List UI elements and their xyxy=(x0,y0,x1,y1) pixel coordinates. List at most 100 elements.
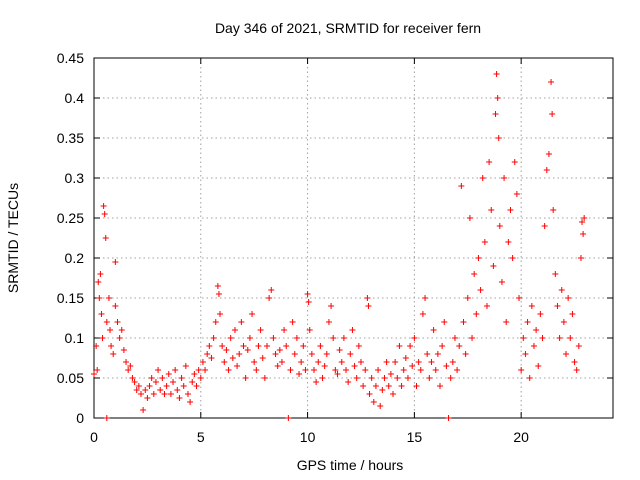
data-point xyxy=(249,311,256,317)
data-point xyxy=(225,367,232,373)
data-point xyxy=(170,379,177,385)
data-point xyxy=(159,375,166,381)
data-point xyxy=(144,395,151,401)
data-point xyxy=(108,343,115,349)
data-point xyxy=(402,355,409,361)
data-point xyxy=(152,379,159,385)
data-point xyxy=(462,351,469,357)
data-point xyxy=(103,415,110,421)
data-point xyxy=(552,271,559,277)
y-tick-label: 0.25 xyxy=(57,210,84,226)
data-point xyxy=(392,359,399,365)
data-point xyxy=(238,319,245,325)
data-point xyxy=(125,367,132,373)
data-point xyxy=(477,287,484,293)
data-point xyxy=(381,375,388,381)
data-point xyxy=(524,319,531,325)
data-point xyxy=(93,343,100,349)
data-point xyxy=(493,71,500,77)
data-point xyxy=(251,359,258,365)
data-point xyxy=(426,375,433,381)
data-point xyxy=(516,295,523,301)
data-point xyxy=(103,319,110,325)
data-point xyxy=(387,371,394,377)
data-point xyxy=(227,335,234,341)
data-point xyxy=(565,295,572,301)
data-point xyxy=(191,371,198,377)
data-point xyxy=(129,375,136,381)
data-point xyxy=(310,367,317,373)
data-point xyxy=(464,295,471,301)
data-point xyxy=(366,391,373,397)
data-point xyxy=(407,343,414,349)
data-point xyxy=(569,311,576,317)
data-point xyxy=(172,367,179,373)
data-point xyxy=(545,151,552,157)
data-point xyxy=(563,351,570,357)
data-point xyxy=(197,375,204,381)
y-tick-label: 0.45 xyxy=(57,50,84,66)
data-point xyxy=(319,375,326,381)
data-point xyxy=(214,283,221,289)
data-point xyxy=(234,363,241,369)
data-point xyxy=(101,211,108,217)
data-point xyxy=(330,335,337,341)
data-point xyxy=(430,327,437,333)
data-point xyxy=(454,367,461,373)
data-point xyxy=(411,335,418,341)
data-point xyxy=(415,359,422,365)
data-point xyxy=(300,343,307,349)
x-tick-label: 15 xyxy=(407,429,423,445)
data-point xyxy=(293,335,300,341)
grid-lines xyxy=(94,58,613,418)
data-point xyxy=(110,351,117,357)
data-point xyxy=(157,387,164,393)
data-point xyxy=(543,167,550,173)
x-tick-label: 5 xyxy=(197,429,205,445)
y-tick-label: 0.4 xyxy=(65,90,85,106)
data-point xyxy=(306,327,313,333)
data-point xyxy=(261,375,268,381)
data-point xyxy=(511,159,518,165)
data-point xyxy=(102,235,109,241)
data-point xyxy=(404,375,411,381)
data-point xyxy=(428,359,435,365)
data-point xyxy=(351,363,358,369)
data-point xyxy=(417,367,424,373)
data-point xyxy=(419,311,426,317)
data-point xyxy=(96,295,103,301)
data-point xyxy=(298,359,305,365)
data-point xyxy=(321,363,328,369)
data-point xyxy=(135,383,142,389)
data-point xyxy=(396,343,403,349)
data-point xyxy=(180,383,187,389)
data-point xyxy=(308,351,315,357)
x-tick-label: 20 xyxy=(513,429,529,445)
data-point xyxy=(212,319,219,325)
data-point xyxy=(422,295,429,301)
data-point xyxy=(100,203,107,209)
data-point xyxy=(206,343,213,349)
data-point xyxy=(116,335,123,341)
data-point xyxy=(317,343,324,349)
data-point xyxy=(580,231,587,237)
data-point xyxy=(377,403,384,409)
data-point xyxy=(291,351,298,357)
data-point xyxy=(362,367,369,373)
data-point xyxy=(236,351,243,357)
data-point xyxy=(118,327,125,333)
axis-ticks: 0 0.05 0.1 0.15 0.2 0.25 0.3 0.35 0.4 0.45 0 5 10 15 2… xyxy=(57,50,613,445)
data-point xyxy=(182,363,189,369)
data-point xyxy=(210,335,217,341)
data-point xyxy=(535,363,542,369)
data-point xyxy=(522,351,529,357)
y-axis-label: SRMTID / TECUs xyxy=(5,183,21,293)
data-point xyxy=(97,271,104,277)
data-point xyxy=(315,359,322,365)
data-point xyxy=(167,391,174,397)
data-point xyxy=(229,355,236,361)
data-point xyxy=(533,327,540,333)
data-point xyxy=(246,335,253,341)
data-point xyxy=(219,343,226,349)
